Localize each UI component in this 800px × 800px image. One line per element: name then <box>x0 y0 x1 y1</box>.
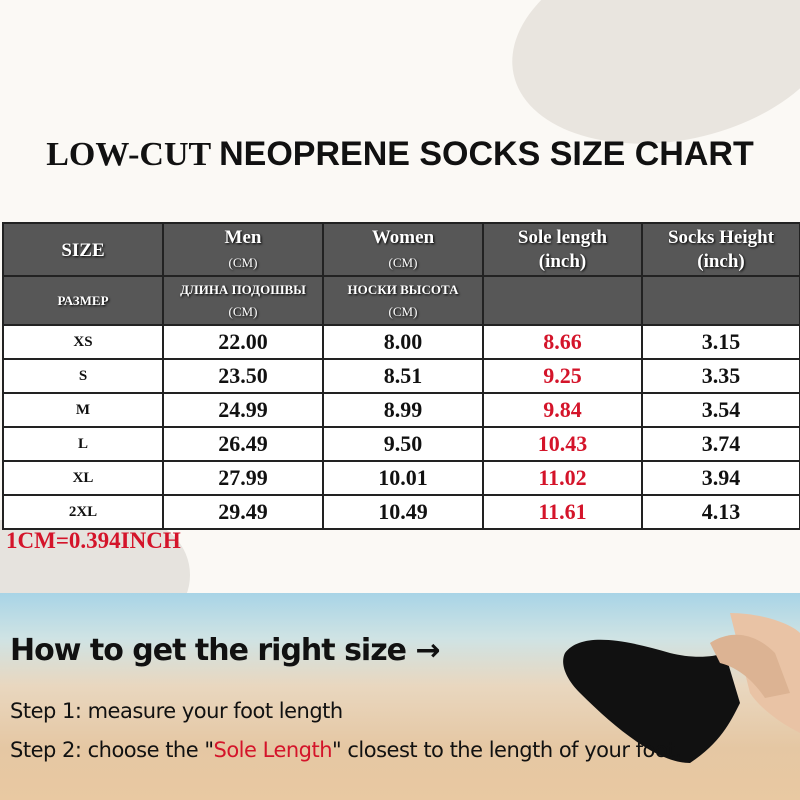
table-row: S 23.50 8.51 9.25 3.35 <box>2 358 800 394</box>
cell-men: 23.50 <box>162 358 324 394</box>
header-row-russian: РАЗМЕР ДЛИНА ПОДОШВЫ (CM) НОСКИ ВЫСОТА (CM… <box>2 275 800 326</box>
header-women-ru: НОСКИ ВЫСОТА (CM) <box>322 275 484 326</box>
cell-sole: 11.61 <box>482 494 643 530</box>
cell-sole: 9.25 <box>482 358 643 394</box>
guide-banner: How to get the right size → Step 1: meas… <box>0 593 800 800</box>
cell-height: 4.13 <box>641 494 800 530</box>
cell-women: 8.51 <box>322 358 484 394</box>
sock-foot-image <box>563 613 800 763</box>
cell-size: XL <box>2 460 164 496</box>
cell-men: 27.99 <box>162 460 324 496</box>
header-row: SIZE Men (CM) Women (CM) Sole length (inch)… <box>2 222 800 277</box>
cell-women: 10.49 <box>322 494 484 530</box>
cell-height: 3.54 <box>641 392 800 428</box>
guide-heading: How to get the right size → <box>10 633 441 668</box>
header-empty <box>641 275 800 326</box>
cell-women: 8.00 <box>322 324 484 360</box>
cell-size: 2XL <box>2 494 164 530</box>
cell-height: 3.35 <box>641 358 800 394</box>
cell-sole: 11.02 <box>482 460 643 496</box>
cell-men: 26.49 <box>162 426 324 462</box>
page-title: LOW-CUT NEOPRENE SOCKS SIZE CHART <box>46 135 754 173</box>
table-row: M 24.99 8.99 9.84 3.54 <box>2 392 800 428</box>
table-row: XS 22.00 8.00 8.66 3.15 <box>2 324 800 360</box>
conversion-note: 1CM=0.394INCH <box>6 528 181 553</box>
header-men-ru: ДЛИНА ПОДОШВЫ (CM) <box>162 275 324 326</box>
table-row: 2XL 29.49 10.49 11.61 4.13 <box>2 494 800 530</box>
header-empty <box>482 275 643 326</box>
guide-step-1: Step 1: measure your foot length <box>10 699 343 723</box>
header-size: SIZE <box>2 222 164 277</box>
cell-height: 3.15 <box>641 324 800 360</box>
cell-sole: 9.84 <box>482 392 643 428</box>
cell-size: L <box>2 426 164 462</box>
header-women: Women (CM) <box>322 222 484 277</box>
cell-men: 29.49 <box>162 494 324 530</box>
table-row: L 26.49 9.50 10.43 3.74 <box>2 426 800 462</box>
cell-size: M <box>2 392 164 428</box>
header-height: Socks Height (inch) <box>641 222 800 277</box>
table-row: XL 27.99 10.01 11.02 3.94 <box>2 460 800 496</box>
cell-size: S <box>2 358 164 394</box>
cell-women: 8.99 <box>322 392 484 428</box>
header-sole: Sole length (inch) <box>482 222 643 277</box>
cell-sole: 10.43 <box>482 426 643 462</box>
cell-sole: 8.66 <box>482 324 643 360</box>
cell-height: 3.74 <box>641 426 800 462</box>
cell-women: 9.50 <box>322 426 484 462</box>
header-men: Men (CM) <box>162 222 324 277</box>
cell-women: 10.01 <box>322 460 484 496</box>
cell-men: 24.99 <box>162 392 324 428</box>
guide-step-2: Step 2: choose the "Sole Length" closest… <box>10 738 682 762</box>
cell-men: 22.00 <box>162 324 324 360</box>
header-size-ru: РАЗМЕР <box>2 275 164 326</box>
cell-height: 3.94 <box>641 460 800 496</box>
size-chart-table: SIZE Men (CM) Women (CM) Sole length (inch)… <box>2 222 800 530</box>
cell-size: XS <box>2 324 164 360</box>
